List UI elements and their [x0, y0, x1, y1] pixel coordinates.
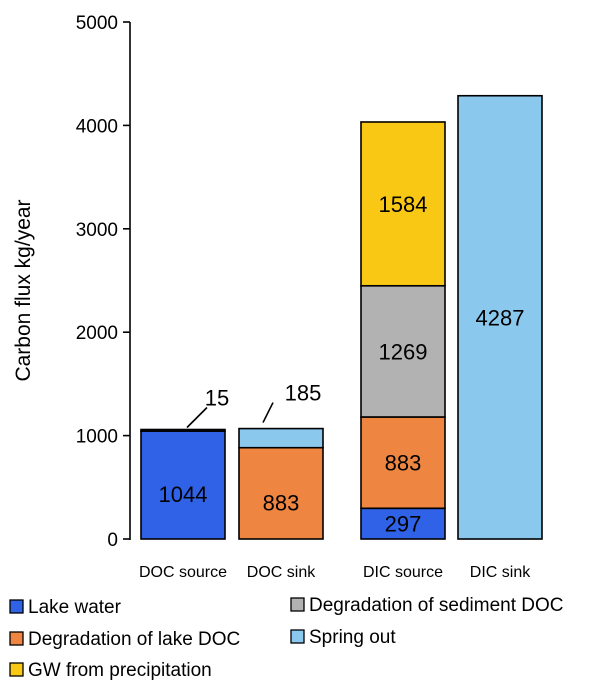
legend-label: Degradation of sediment DOC [309, 595, 564, 616]
bar-value-label: 1044 [159, 482, 208, 507]
bar-segment [238, 427, 324, 449]
bar-value-label: 1584 [379, 192, 428, 217]
leader-line [186, 406, 208, 429]
legend-label: Degradation of lake DOC [28, 629, 240, 650]
bar-value-label: 297 [385, 512, 422, 537]
legend-label: Spring out [309, 627, 396, 648]
bar-value-label: 15 [205, 385, 229, 410]
bar-segment [457, 94, 543, 540]
legend-swatch [290, 597, 305, 612]
y-tick-label: 5000 [76, 13, 118, 34]
y-axis-label: Carbon flux kg/year [12, 199, 35, 381]
y-tick-label: 2000 [76, 323, 118, 344]
legend-label: Lake water [28, 597, 122, 618]
x-category-label: DOC source [139, 564, 227, 581]
legend-swatch [9, 662, 24, 677]
leader-line [262, 402, 274, 423]
bar-segment [238, 446, 324, 540]
bar-segment [360, 284, 446, 418]
y-tick-label: 4000 [76, 116, 118, 137]
y-tick-label: 0 [107, 530, 118, 551]
bar-value-label: 1269 [379, 339, 428, 364]
bar-value-label: 4287 [476, 305, 525, 330]
bar-value-label: 185 [285, 381, 322, 406]
bar-value-label: 883 [385, 451, 422, 476]
bar-segment [140, 428, 226, 432]
y-tick-label: 1000 [76, 427, 118, 448]
bar-segment [360, 416, 446, 510]
bar-segment [360, 121, 446, 287]
x-category-label: DIC sink [470, 564, 531, 581]
legend-label: GW from precipitation [28, 660, 212, 681]
x-category-label: DIC source [363, 564, 443, 581]
legend-swatch [9, 631, 24, 646]
y-tick-label: 3000 [76, 220, 118, 241]
bar-value-label: 883 [263, 490, 300, 515]
legend-swatch [9, 599, 24, 614]
bar-segment [140, 430, 226, 540]
legend-swatch [290, 629, 305, 644]
x-category-label: DOC sink [247, 564, 316, 581]
bar-segment [360, 507, 446, 540]
